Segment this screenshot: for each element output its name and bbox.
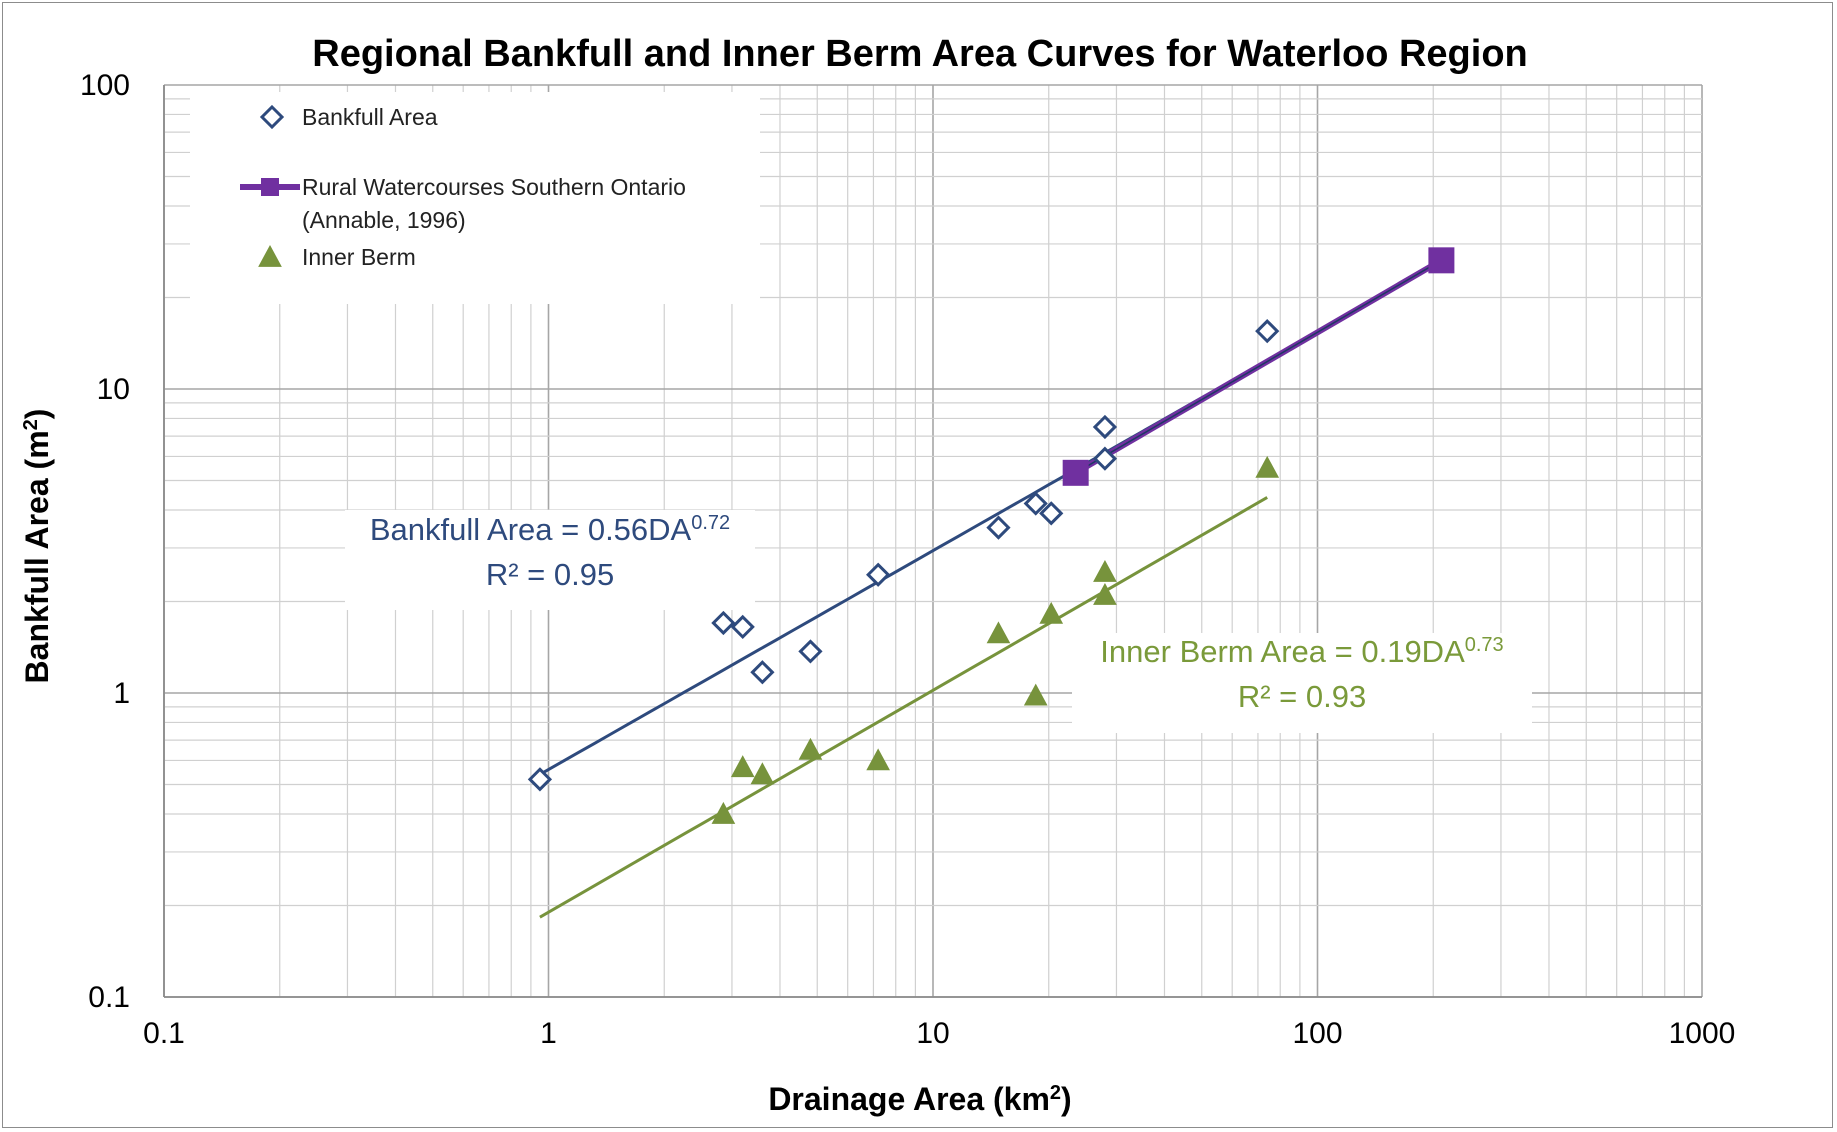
annotation-box [1072,633,1532,733]
legend-label: Bankfull Area [302,104,438,130]
legend: Bankfull Area Rural Watercourses Southern… [240,104,686,270]
data-point [750,762,775,785]
chart-title: Regional Bankfull and Inner Berm Area Cu… [312,33,1528,75]
x-tick-label: 100 [1292,1017,1342,1050]
legend-label: Rural Watercourses Southern Ontario [302,174,686,200]
data-point [1093,559,1117,582]
y-tick-label: 1 [113,677,130,710]
data-point [866,748,890,771]
data-point [1093,582,1117,605]
x-tick-label: 1 [540,1017,557,1050]
data-point [730,755,755,778]
legend-box [190,92,760,304]
trend-lines [539,257,1443,919]
x-axis-title: Drainage Area (km2) [768,1081,1071,1117]
y-axis-title: Bankfull Area (m2) [19,409,55,684]
y-tick-label: 100 [80,69,130,102]
data-point [750,660,775,685]
x-tick-label: 10 [916,1017,949,1050]
data-point [1255,319,1280,344]
data-point [1039,501,1064,526]
data-point [1092,446,1118,471]
data-point [711,801,736,824]
data-point [798,737,823,760]
data-point [527,767,553,792]
trend-line [539,496,1268,919]
equation-label: Bankfull Area = 0.56DA0.72 [370,512,730,547]
data-point [1039,601,1064,624]
legend-background [190,92,760,304]
equation-label: Inner Berm Area = 0.19DA0.73 [1100,634,1503,669]
data-point [1023,683,1048,706]
series-line [1075,259,1442,474]
legend-label: (Annable, 1996) [302,207,466,233]
data-point [1428,247,1455,274]
legend-marker [261,178,279,196]
data-point [259,104,285,130]
legend-label: Inner Berm [302,244,416,270]
data-point [986,515,1011,540]
r-squared-label: R² = 0.95 [486,557,614,592]
data-point [986,621,1011,644]
y-tick-label: 10 [97,373,130,406]
annotations: Bankfull Area = 0.56DA0.72 R² = 0.95 Inner… [345,510,1532,733]
annotation-box [345,510,755,610]
data-point [258,244,282,267]
data-point [1062,459,1089,486]
y-tick-label: 0.1 [88,981,130,1014]
data-point [798,639,823,664]
data-point [1092,414,1118,440]
x-tick-label: 1000 [1669,1017,1736,1050]
data-points [527,247,1455,824]
data-point [711,610,736,636]
x-tick-label: 0.1 [143,1017,185,1050]
tick-labels: 0.1 1 10 100 1000 0.1 1 10 100 [80,69,1735,1050]
r-squared-label: R² = 0.93 [1238,679,1366,714]
data-point [730,614,755,640]
data-point [866,562,891,587]
data-point [1023,491,1048,516]
data-point [1255,455,1280,478]
